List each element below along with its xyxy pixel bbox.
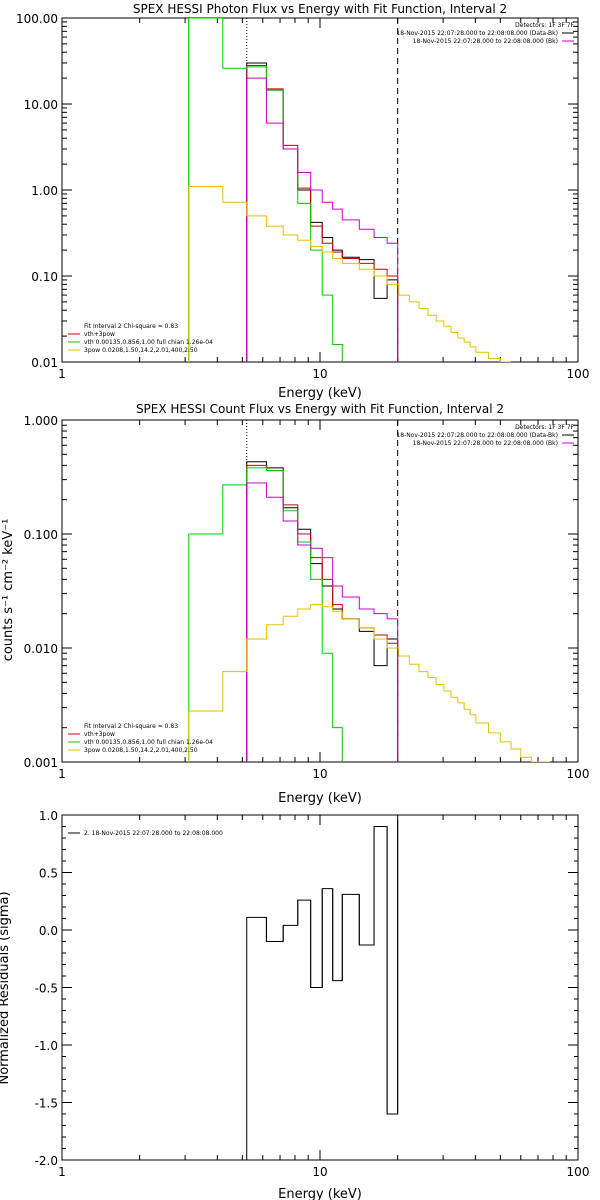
y-tick-label: 0.5 xyxy=(39,867,58,881)
count-flux-ylabel: counts s⁻¹ cm⁻² keV⁻¹ xyxy=(1,519,16,662)
plot-frame xyxy=(61,419,579,763)
residuals-xlabel: Energy (keV) xyxy=(278,1187,362,1200)
legend-right-item: 18-Nov-2015 22:07:28.000 to 22:08:08.000… xyxy=(413,38,558,45)
photon-flux-panel: SPEX HESSI Photon Flux vs Energy with Fi… xyxy=(16,2,589,401)
x-tick-label: 10 xyxy=(312,367,327,381)
legend-right-item: 18-Nov-2015 22:07:28.000 to 22:08:08.000… xyxy=(413,440,558,447)
x-tick-label: 1 xyxy=(58,1165,66,1179)
photon-flux-xlabel: Energy (keV) xyxy=(278,386,362,401)
x-tick-label: 100 xyxy=(567,767,590,781)
y-tick-label: -0.5 xyxy=(35,982,58,996)
plot-area xyxy=(188,18,512,362)
series-data-bk xyxy=(246,62,399,362)
y-tick-label: 1.000 xyxy=(24,414,58,428)
count-flux-title: SPEX HESSI Count Flux vs Energy with Fit… xyxy=(136,402,504,416)
series-3pow xyxy=(188,604,551,762)
y-tick-label: -1.5 xyxy=(35,1097,58,1111)
residuals-ylabel: Normalized Residuals (sigma) xyxy=(0,891,12,1084)
legend-left-item: Fit Interval 2 Chi-square = 0.83 xyxy=(84,723,178,730)
y-tick-label: 1.0 xyxy=(39,809,58,823)
y-tick-label: 0.0 xyxy=(39,924,58,938)
legend-left-item: vth+3pow xyxy=(84,331,115,338)
count-flux-panel: SPEX HESSI Count Flux vs Energy with Fit… xyxy=(1,402,589,806)
plot-area xyxy=(246,819,399,1160)
y-tick-label: -2.0 xyxy=(35,1154,58,1168)
y-tick-label: 0.001 xyxy=(24,756,58,770)
x-tick-label: 10 xyxy=(312,767,327,781)
detectors-label: Detectors: 1F 3F 7F xyxy=(515,424,574,431)
legend-left-item: 3pow 0.0208,1.50,14.2,2.01,400,2.50 xyxy=(84,347,198,354)
series-bk xyxy=(246,482,399,762)
detectors-label: Detectors: 1F 3F 7F xyxy=(515,22,574,29)
series-vth xyxy=(188,467,343,762)
series-data-bk xyxy=(246,461,399,762)
series-3pow xyxy=(188,185,512,362)
y-tick-label: -1.0 xyxy=(35,1039,58,1053)
legend-left-item: vth+3pow xyxy=(84,731,115,738)
legend-left-item: Fit Interval 2 Chi-square = 0.83 xyxy=(84,323,178,330)
y-tick-label: 0.10 xyxy=(31,270,58,284)
series-vth-3pow xyxy=(246,65,399,362)
y-tick-label: 1.00 xyxy=(31,184,58,198)
y-tick-label: 10.00 xyxy=(24,98,58,112)
residuals-panel: Energy (keV) Normalized Residuals (sigma… xyxy=(0,809,589,1200)
x-tick-label: 1 xyxy=(58,367,66,381)
y-tick-label: 0.100 xyxy=(24,528,58,542)
x-tick-label: 100 xyxy=(567,1165,590,1179)
photon-flux-title: SPEX HESSI Photon Flux vs Energy with Fi… xyxy=(133,2,507,16)
count-flux-xlabel: Energy (keV) xyxy=(278,791,362,806)
series-bk xyxy=(246,77,399,362)
legend-left-item: vth 0.00135,0.856,1.00 full chian 1.26e-… xyxy=(84,339,213,346)
legend-right-item: 18-Nov-2015 22:07:28.000 to 22:08:08.000… xyxy=(396,432,558,439)
y-tick-label: 0.01 xyxy=(31,356,58,370)
series-residuals xyxy=(246,819,399,1160)
x-tick-label: 100 xyxy=(567,367,590,381)
x-tick-label: 1 xyxy=(58,767,66,781)
y-tick-label: 100.00 xyxy=(16,12,58,26)
plot-area xyxy=(188,420,551,762)
legend-left-item: vth 0.00135,0.856,1.00 full chian 1.26e-… xyxy=(84,739,213,746)
legend-right-item: 18-Nov-2015 22:07:28.000 to 22:08:08.000… xyxy=(396,30,558,37)
y-tick-label: 0.010 xyxy=(24,642,58,656)
x-tick-label: 10 xyxy=(312,1165,327,1179)
legend-left-item: 2. 18-Nov-2015 22:07:28.000 to 22:08:08.… xyxy=(84,830,223,837)
legend-left-item: 3pow 0.0208,1.50,14.2,2.01,400,2.50 xyxy=(84,747,198,754)
